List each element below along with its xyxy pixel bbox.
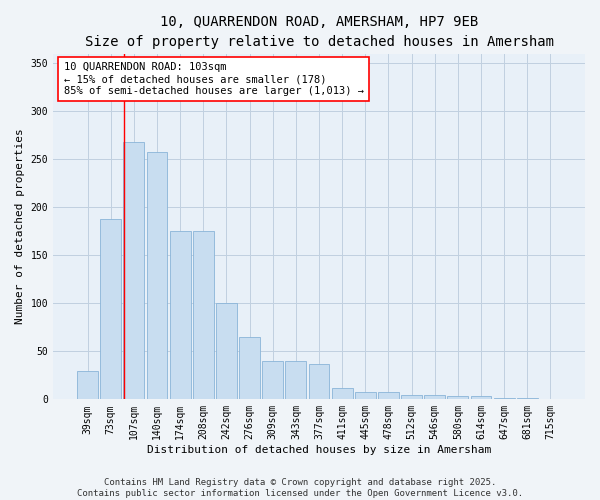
Bar (124, 142, 145, 400)
Bar (517, 398, 538, 400)
Bar (262, 361, 283, 400)
Bar (470, 396, 491, 400)
Text: Contains HM Land Registry data © Crown copyright and database right 2025.
Contai: Contains HM Land Registry data © Crown c… (77, 478, 523, 498)
Title: 10, QUARRENDON ROAD, AMERSHAM, HP7 9EB
Size of property relative to detached hou: 10, QUARRENDON ROAD, AMERSHAM, HP7 9EB S… (85, 15, 554, 48)
Bar (239, 337, 260, 400)
Y-axis label: Number of detached properties: Number of detached properties (15, 128, 25, 324)
Bar (494, 398, 515, 400)
Bar (216, 304, 237, 400)
Bar (170, 232, 191, 400)
X-axis label: Distribution of detached houses by size in Amersham: Distribution of detached houses by size … (147, 445, 491, 455)
Bar (355, 392, 376, 400)
Bar (286, 361, 306, 400)
Bar (448, 396, 468, 400)
Bar (193, 232, 214, 400)
Bar (146, 152, 167, 400)
Bar (401, 394, 422, 400)
Bar (308, 364, 329, 400)
Bar (332, 388, 353, 400)
Bar (378, 392, 399, 400)
Text: 10 QUARRENDON ROAD: 103sqm
← 15% of detached houses are smaller (178)
85% of sem: 10 QUARRENDON ROAD: 103sqm ← 15% of deta… (64, 62, 364, 96)
Bar (77, 370, 98, 400)
Bar (424, 394, 445, 400)
Bar (100, 219, 121, 400)
